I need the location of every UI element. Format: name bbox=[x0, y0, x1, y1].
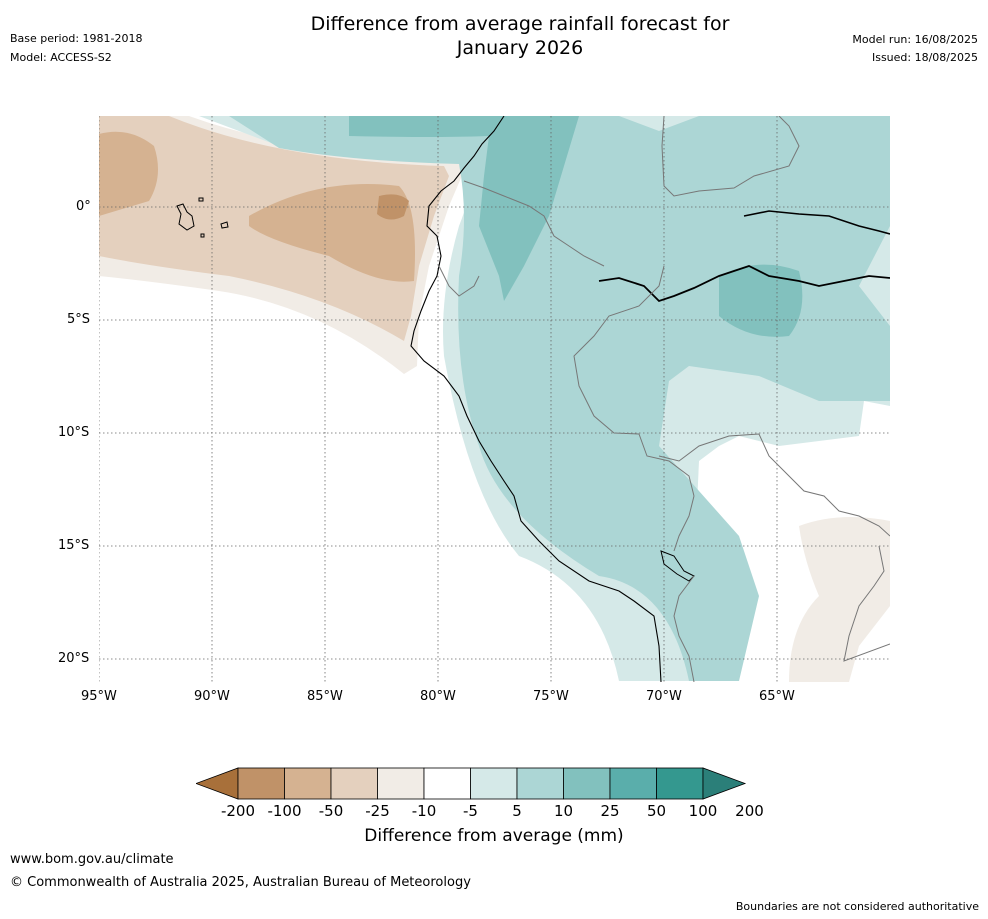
colorbar-cell bbox=[330, 767, 378, 800]
colorbar-cell bbox=[609, 767, 657, 800]
lat-label: 10°S bbox=[58, 425, 90, 440]
colorbar-tick-label: -200 bbox=[220, 802, 256, 820]
colorbar-cell bbox=[423, 767, 471, 800]
lon-label: 70°W bbox=[646, 689, 682, 704]
model-run: Model run: 16/08/2025 bbox=[852, 33, 978, 46]
colorbar-extend-high bbox=[702, 767, 747, 800]
base-period: Base period: 1981-2018 bbox=[10, 32, 143, 45]
border-bolivia-paraguay bbox=[843, 545, 890, 662]
colorbar-tick-label: 25 bbox=[600, 802, 620, 820]
island-isabela bbox=[176, 203, 195, 231]
lon-label: 90°W bbox=[194, 689, 230, 704]
galapagos-islands bbox=[176, 197, 229, 238]
colorbar-cell bbox=[516, 767, 564, 800]
lat-label: 15°S bbox=[58, 538, 90, 553]
wet-region-medium bbox=[229, 116, 890, 681]
border-bolivia-chile bbox=[673, 575, 695, 682]
colorbar-cell bbox=[284, 767, 332, 800]
colorbar-tick-label: 50 bbox=[646, 802, 667, 820]
colorbar-tick-label: -5 bbox=[463, 802, 478, 820]
colorbar-tick-label: -25 bbox=[365, 802, 390, 820]
border-brazil-bolivia bbox=[658, 433, 890, 537]
amazon-river bbox=[598, 265, 890, 303]
disclaimer-text: Boundaries are not considered authoritat… bbox=[735, 900, 979, 913]
border-colombia-venezuela bbox=[661, 116, 800, 197]
colorbar-tick-label: -10 bbox=[411, 802, 437, 820]
lat-label: 20°S bbox=[58, 651, 90, 666]
border-peru-brazil bbox=[573, 265, 695, 497]
colorbar-tick-label: 10 bbox=[553, 802, 574, 820]
bom-url-link[interactable]: www.bom.gov.au/climate bbox=[10, 852, 174, 867]
island-san-salvador bbox=[198, 197, 204, 202]
dry-region-core bbox=[377, 194, 409, 220]
map-title: Difference from average rainfall forecas… bbox=[0, 12, 988, 60]
colorbar-tick-label: -50 bbox=[318, 802, 344, 820]
lon-label: 95°W bbox=[81, 689, 117, 704]
colorbar-title: Difference from average (mm) bbox=[364, 826, 624, 846]
colorbar-cell bbox=[656, 767, 704, 800]
country-borders bbox=[438, 116, 890, 682]
island-san-cristobal bbox=[200, 233, 205, 238]
title-line-1: Difference from average rainfall forecas… bbox=[310, 13, 730, 35]
lat-label: 0° bbox=[76, 199, 91, 214]
lon-label: 85°W bbox=[307, 689, 343, 704]
colorbar-tick-label: 100 bbox=[688, 802, 718, 820]
issued-date: Issued: 18/08/2025 bbox=[871, 51, 978, 64]
rainfall-anomaly-map bbox=[99, 116, 890, 682]
colorbar-cell bbox=[237, 767, 285, 800]
wet-region-strong-north bbox=[349, 116, 579, 301]
model-name: Model: ACCESS-S2 bbox=[10, 51, 112, 64]
lon-label: 65°W bbox=[759, 689, 795, 704]
dry-region-strong bbox=[99, 131, 415, 282]
dry-region-southeast bbox=[789, 517, 890, 682]
colorbar-tick-label: 5 bbox=[512, 802, 522, 820]
colorbar-extend-low bbox=[196, 767, 239, 800]
negro-river bbox=[743, 210, 890, 235]
colorbar-tick-label: -100 bbox=[267, 802, 302, 820]
wet-region-strong-amazon bbox=[719, 264, 803, 337]
title-line-2: January 2026 bbox=[456, 37, 584, 59]
colorbar-cell bbox=[563, 767, 611, 800]
island-santa-cruz bbox=[220, 221, 229, 229]
colorbar bbox=[196, 767, 747, 800]
border-ecuador-peru bbox=[438, 265, 480, 297]
colorbar-cells bbox=[196, 767, 747, 800]
lon-label: 75°W bbox=[533, 689, 569, 704]
colorbar-cell bbox=[377, 767, 425, 800]
lat-label: 5°S bbox=[67, 312, 91, 327]
border-colombia-ecuador bbox=[463, 180, 605, 267]
coastline bbox=[410, 116, 662, 682]
copyright-text: © Commonwealth of Australia 2025, Austra… bbox=[10, 875, 471, 890]
border-bolivia-peru bbox=[673, 495, 695, 552]
colorbar-tick-label: 200 bbox=[735, 802, 764, 820]
lon-label: 80°W bbox=[420, 689, 456, 704]
colorbar-cell bbox=[470, 767, 518, 800]
